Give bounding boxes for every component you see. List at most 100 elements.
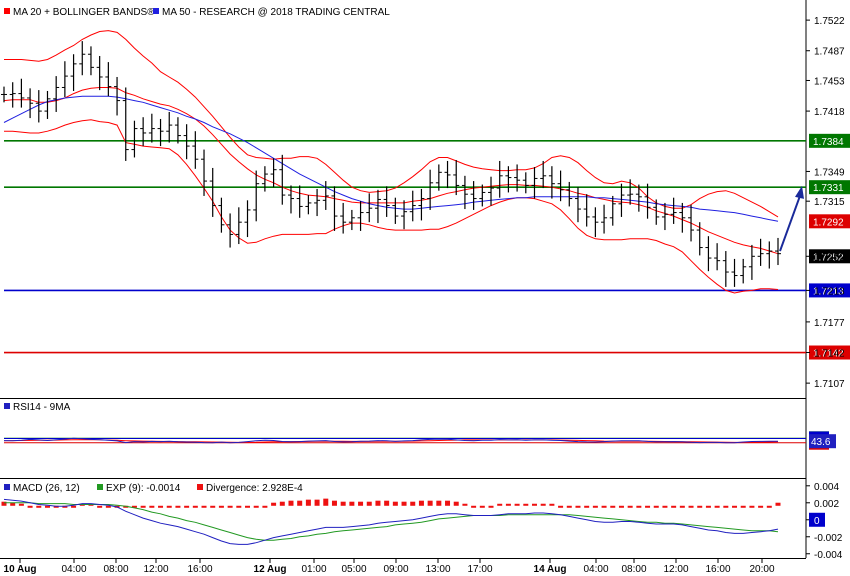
x-tick-label: 04:00 [61,564,86,575]
divergence-bar [479,505,485,508]
rsi-legend: RSI14 - 9MA [4,402,71,413]
price-bar [705,236,712,272]
price-bars [1,41,804,287]
price-bar [644,183,651,219]
price-bar [235,207,242,245]
price-bar [505,166,512,193]
price-tick-label: 1.7252 [814,252,845,263]
divergence-bar [645,505,651,508]
divergence-bar [236,505,242,508]
divergence-bar [566,505,572,508]
x-tick-label: 05:00 [341,564,366,575]
price-bar [531,167,538,199]
price-bar [383,186,390,217]
divergence-bar [392,501,398,506]
divergence-bar [253,505,259,508]
divergence-bar [531,503,537,506]
price-bar [140,117,147,147]
price-bar [427,169,434,210]
price-bar [1,86,7,103]
divergence-bar [340,501,346,506]
price-bar [653,199,660,225]
divergence-bar [714,505,720,508]
price-tick-label: 1.7349 [814,167,845,178]
macd-signal-line [4,502,779,541]
price-axis: 1.7522 1.7487 1.7453 1.7418 1.7349 1.7315 1.72… [806,16,845,390]
price-levels: 1.7384 1.7331 1.7213 1.7142 1.7292 1.7252 [4,133,850,360]
price-bar [435,164,442,191]
x-tick-label: 17:00 [467,564,492,575]
ma20-legend-swatch [4,8,10,14]
price-bar [366,193,373,223]
macd-legend-swatch [4,484,10,490]
resistance-level-badge [809,180,850,195]
price-bar [166,111,173,143]
divergence-bar [36,505,42,508]
macd-tick-label: 0.002 [814,499,839,510]
rsi-legend-text: RSI14 - 9MA [13,402,71,413]
price-bar [157,118,164,147]
price-bar [270,158,277,188]
x-tick-label: 12:00 [143,564,168,575]
price-bar [322,181,329,210]
divergence-bar [245,505,251,508]
divergence-bar [375,500,381,506]
price-bar [114,76,121,116]
divergence-bar [775,502,781,506]
divergence-bar [288,500,294,506]
price-tick-label: 1.7177 [814,318,845,329]
price-bar [9,82,16,108]
divergence-bar [201,505,207,508]
price-bar [522,172,529,194]
price-bar [314,188,321,217]
divergence-bar [227,505,233,508]
price-bar [601,204,608,234]
price-bar [661,202,668,231]
divergence-bar [653,505,659,508]
divergence-bar [366,501,372,506]
price-tick-label: 1.7315 [814,197,845,208]
x-tick-label: 12:00 [663,564,688,575]
forecast-arrow-line [779,195,801,252]
divergence-bar [584,505,590,508]
ma20-line [3,87,779,255]
divergence-bar [192,505,198,508]
price-bar [253,170,260,222]
divergence-bar [305,499,311,506]
ma50-legend-swatch [153,8,159,14]
divergence-bar [540,503,546,506]
price-value-badge [809,249,850,264]
divergence-bar [27,505,33,508]
macd-legend: MACD (26, 12) EXP (9): -0.0014 Divergenc… [4,483,303,494]
stop-level-label: 1.7142 [813,349,844,360]
x-tick-label: 10 Aug [4,564,37,575]
price-bar [87,46,94,76]
macd-tick-label: -0.004 [814,550,843,561]
price-bar [331,186,338,231]
panel-frames [0,0,807,559]
divergence-bar [218,505,224,508]
price-bar [261,166,268,192]
divergence-bar [697,505,703,508]
divergence-bar [71,505,77,508]
macd-legend-text: MACD (26, 12) [13,483,80,494]
x-tick-label: 08:00 [621,564,646,575]
rsi-legend-swatch [4,403,10,409]
x-axis: 10 Aug 04:00 08:00 12:00 16:00 12 Aug 01:00 05:… [4,558,775,575]
divergence-bar [358,501,364,506]
ma50-legend-text: MA 50 - RESEARCH @ 2018 TRADING CENTRAL [162,7,390,18]
price-bar [296,185,303,218]
price-bar [35,90,42,123]
price-bar [696,222,703,256]
divergence-bar [384,500,390,506]
price-bar [209,167,216,217]
divergence-bar [462,503,468,506]
divergence-bar [749,505,755,508]
price-bar [218,197,225,233]
price-tick-label: 1.7213 [814,286,845,297]
divergence-bar [671,505,677,508]
divergence-bar [679,505,685,508]
price-bar [714,243,721,271]
divergence-bar [601,505,607,508]
price-bar [757,238,764,266]
